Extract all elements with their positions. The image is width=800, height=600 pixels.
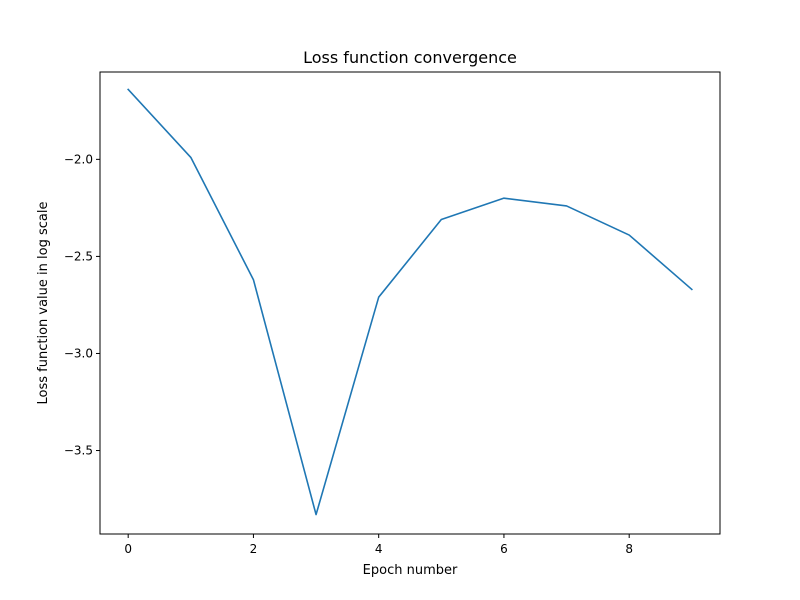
plot-frame (99, 71, 721, 535)
series-line (127, 88, 693, 516)
y-ticks: −2.0 −2.5 −3.0 −3.5 (64, 152, 100, 458)
chart-title: Loss function convergence (303, 48, 517, 67)
x-tick-label: 0 (124, 542, 132, 556)
x-axis-label: Epoch number (363, 563, 458, 578)
y-tick-label: −2.0 (64, 152, 93, 166)
x-tick-label: 6 (500, 542, 508, 556)
y-tick-label: −2.5 (64, 249, 93, 263)
x-tick-label: 4 (375, 542, 383, 556)
series-group (127, 88, 693, 516)
x-tick-label: 2 (250, 542, 258, 556)
y-tick-label: −3.5 (64, 444, 93, 458)
y-axis-label: Loss function value in log scale (36, 202, 51, 405)
x-tick-label: 8 (625, 542, 633, 556)
y-tick-label: −3.0 (64, 346, 93, 360)
x-ticks: 0 2 4 6 8 (124, 534, 633, 556)
plot-area (100, 72, 720, 534)
